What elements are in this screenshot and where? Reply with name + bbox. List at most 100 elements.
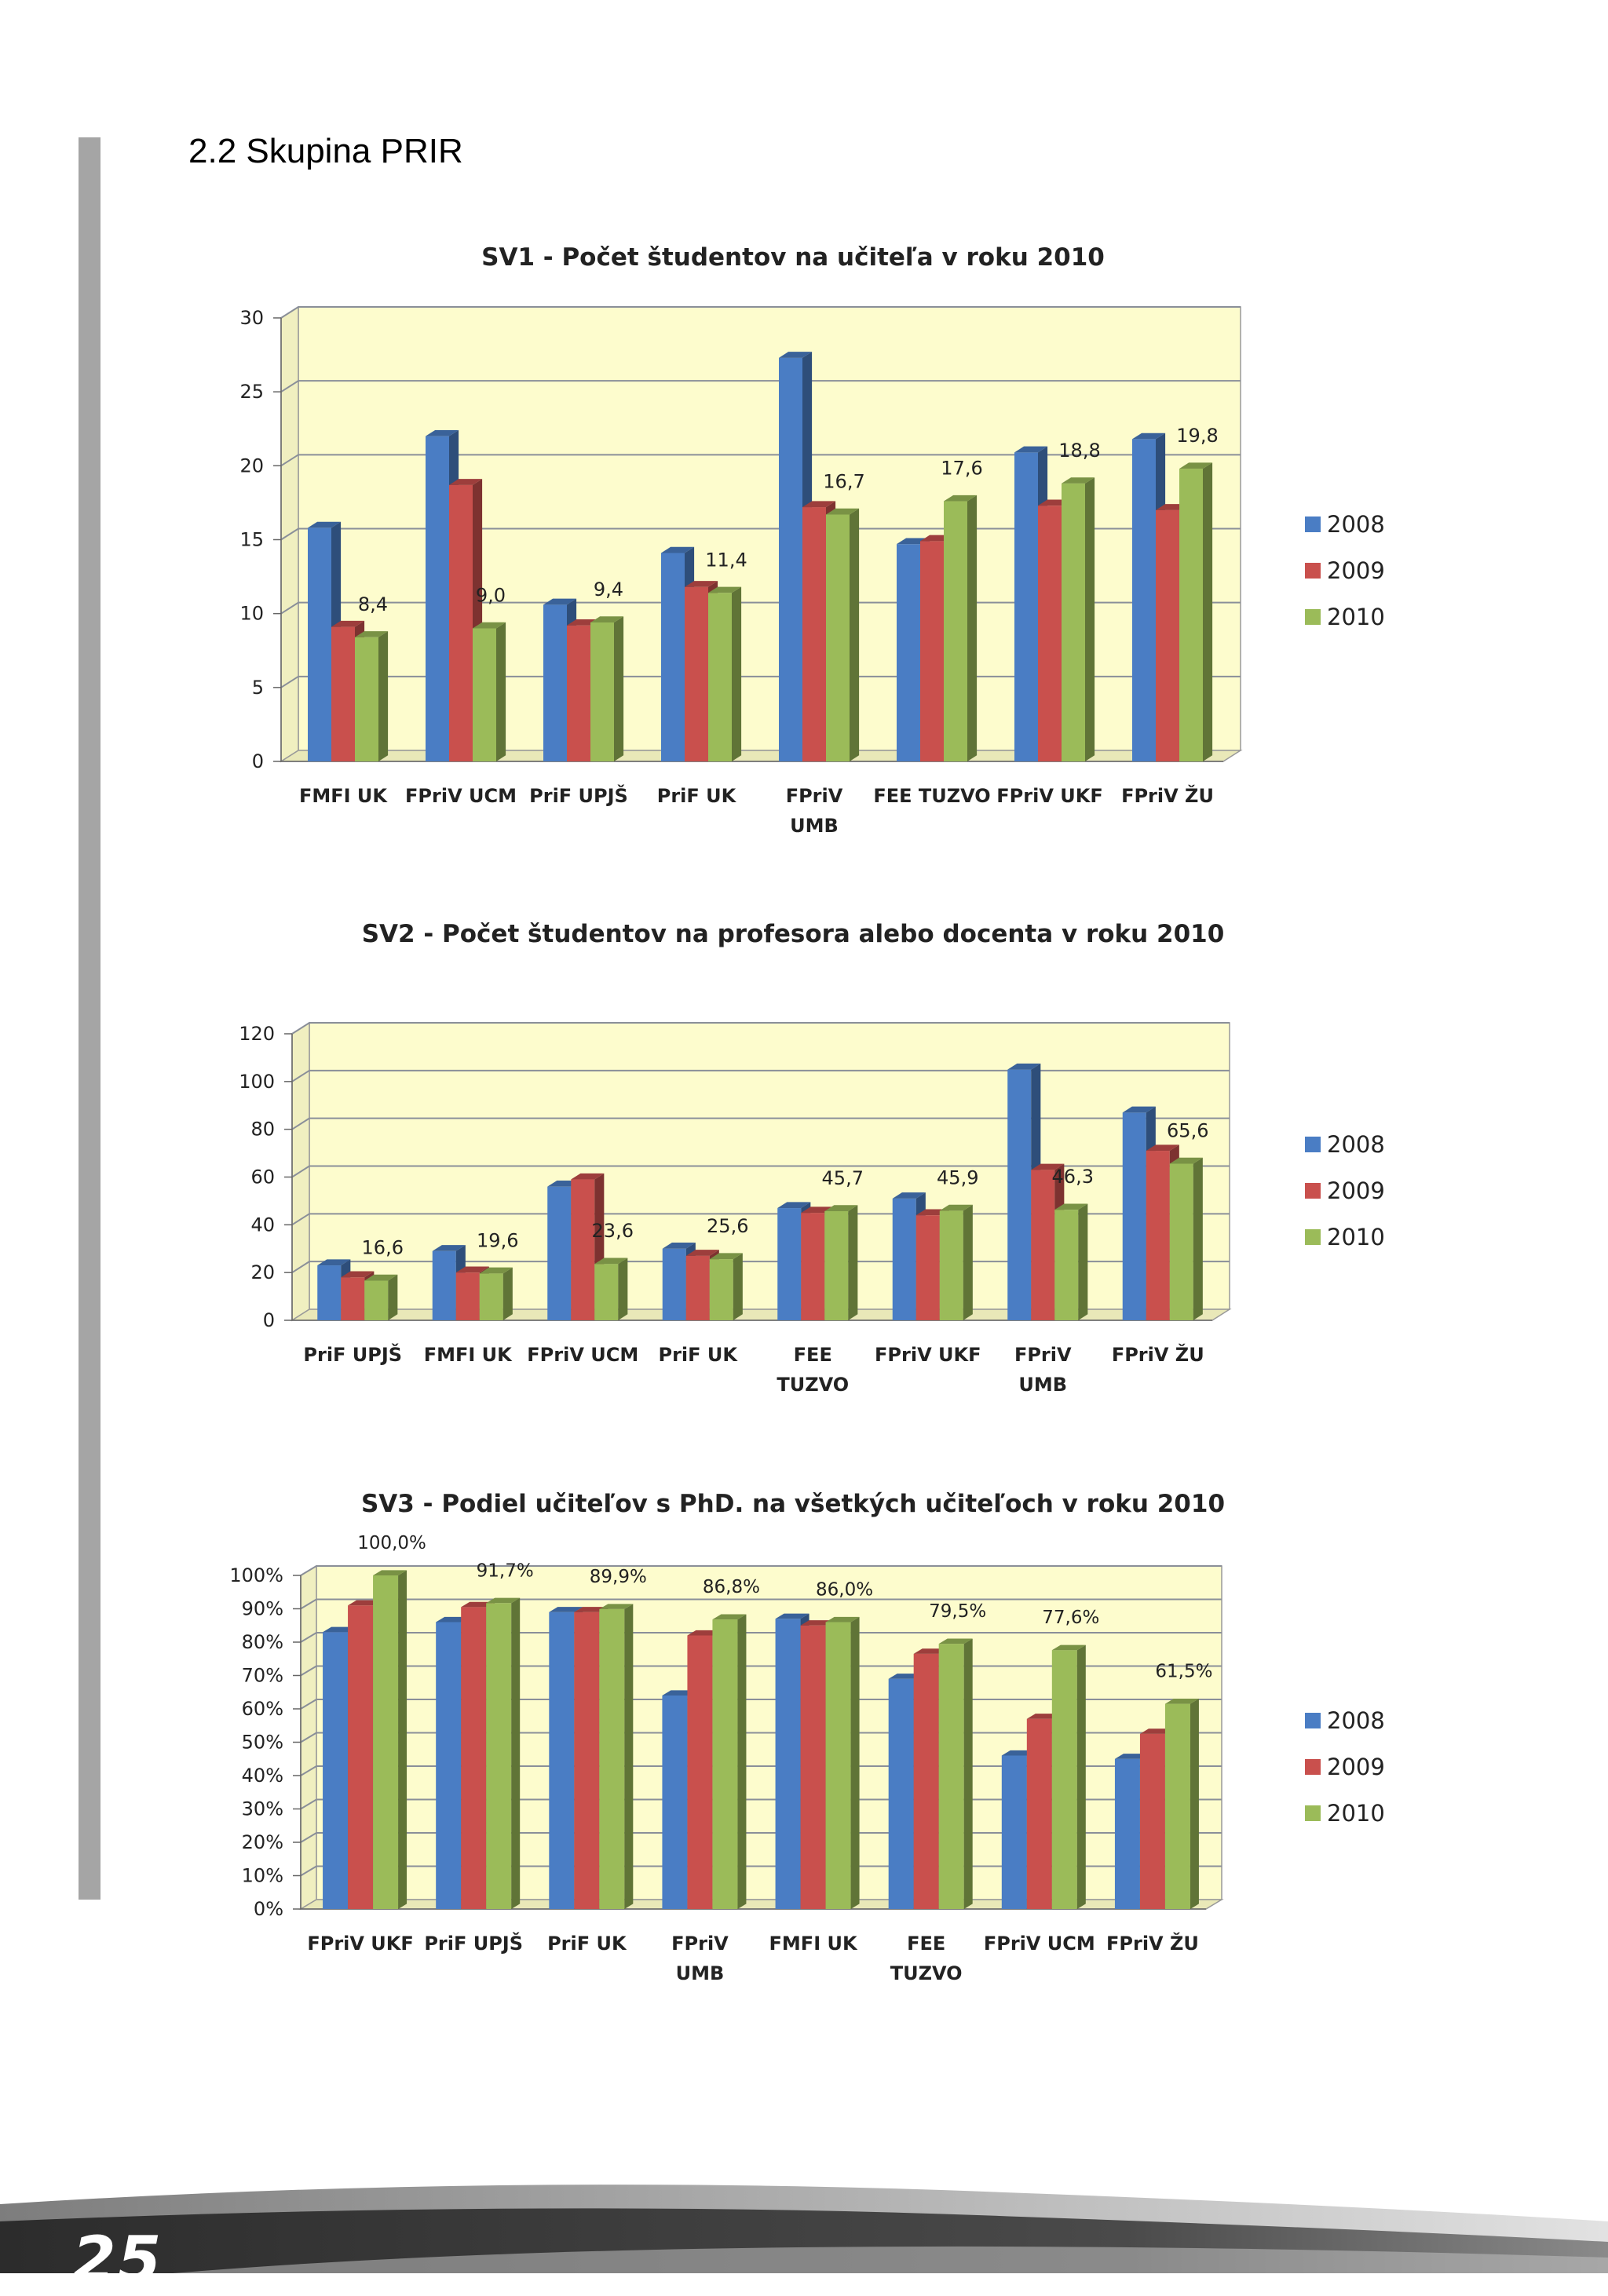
bar-front — [594, 1264, 619, 1320]
bar-top — [1132, 433, 1166, 440]
bar-front — [939, 1210, 963, 1320]
legend-label: 2008 — [1327, 511, 1385, 538]
legend-swatch — [1305, 517, 1321, 532]
bar-side — [1190, 1699, 1199, 1909]
bar-front — [1007, 1069, 1032, 1320]
bar-top — [341, 1271, 375, 1278]
bar-top — [599, 1604, 634, 1609]
bar-top — [590, 616, 624, 622]
x-tick-label: FPriV UCM — [405, 785, 517, 807]
bar-top — [709, 1253, 743, 1260]
bar-front — [549, 1612, 575, 1909]
chart-svg: SV2 - Počet študentov na profesora alebo… — [239, 920, 1385, 1396]
bar-top — [712, 1614, 747, 1620]
bar-2010 — [479, 1267, 513, 1320]
bar-top — [662, 1243, 696, 1249]
gridline — [300, 1598, 1222, 1610]
bar-side — [511, 1597, 521, 1909]
bar-front — [920, 541, 944, 761]
bar-top — [825, 1616, 860, 1623]
bar-2010 — [709, 1253, 743, 1320]
bar-top — [708, 586, 742, 593]
data-label: 17,6 — [941, 458, 982, 480]
data-label: 100,0% — [357, 1533, 426, 1553]
bar-top — [473, 622, 506, 629]
bar-top — [432, 1245, 466, 1251]
legend-swatch — [1305, 1759, 1321, 1775]
x-tick-label: TUZVO — [777, 1374, 849, 1396]
bar-2010 — [824, 1205, 858, 1320]
bar-front — [708, 593, 732, 761]
bar-top — [661, 546, 695, 553]
bar-front — [449, 484, 473, 761]
x-tick-label: PriF UPJŠ — [303, 1342, 402, 1366]
bar-front — [1031, 1170, 1055, 1320]
bar-top — [777, 1202, 811, 1209]
bar-front — [800, 1625, 826, 1909]
bar-top — [331, 620, 365, 627]
y-tick-label: 40 — [250, 1214, 275, 1236]
bar-front — [826, 514, 850, 761]
bar-front — [661, 553, 685, 761]
bar-front — [364, 1280, 389, 1320]
data-label: 11,4 — [705, 549, 747, 571]
x-tick-label: FPriV UKF — [307, 1933, 413, 1955]
x-tick-label: PriF UPJŠ — [529, 783, 628, 807]
x-tick-label: FMFI UK — [299, 785, 388, 807]
data-label: 86,0% — [816, 1580, 873, 1601]
chart-sv1: SV1 - Počet študentov na učiteľa v roku … — [0, 235, 1608, 848]
y-tick-label: 100% — [229, 1564, 283, 1586]
bar-top — [775, 1613, 809, 1619]
bar-2010 — [938, 1638, 973, 1909]
bar-front — [779, 357, 802, 762]
bar-front — [455, 1272, 480, 1320]
bar-top — [1062, 477, 1095, 484]
bar-front — [888, 1678, 914, 1909]
bar-top — [308, 521, 342, 528]
bar-top — [1164, 1699, 1199, 1704]
bar-side — [850, 1616, 860, 1909]
bar-side — [733, 1253, 743, 1320]
bar-2010 — [473, 622, 506, 761]
bar-top — [449, 479, 483, 485]
bar-2010 — [939, 1204, 973, 1320]
x-tick-label: PriF UK — [659, 1344, 739, 1366]
bar-2010 — [486, 1597, 521, 1909]
y-tick-label: 0 — [263, 1309, 275, 1331]
data-label: 91,7% — [477, 1560, 534, 1581]
x-tick-label: UMB — [1018, 1374, 1067, 1396]
bar-front — [590, 622, 614, 761]
legend-label: 2009 — [1327, 1177, 1385, 1204]
gridline — [300, 1632, 1222, 1643]
bar-front — [1122, 1112, 1146, 1320]
bar-side — [967, 495, 978, 761]
bar-front — [571, 1179, 595, 1320]
bar-2009 — [449, 479, 483, 761]
bar-top — [802, 501, 836, 508]
bar-front — [547, 1186, 572, 1320]
bar-front — [944, 501, 967, 761]
bar-front — [915, 1215, 940, 1320]
bar-front — [1156, 509, 1179, 761]
x-tick-label: PriF UK — [657, 785, 737, 807]
x-tick-label: FPriV UKF — [875, 1344, 981, 1366]
bar-top — [939, 1204, 973, 1211]
bar-front — [461, 1607, 487, 1909]
section-title: 2.2 Skupina PRIR — [188, 132, 463, 170]
data-label: 19,6 — [477, 1229, 518, 1251]
bar-side — [378, 631, 389, 761]
bar-2010 — [1054, 1203, 1088, 1320]
data-label: 23,6 — [592, 1220, 634, 1242]
legend-label: 2009 — [1327, 1754, 1385, 1780]
bar-2010 — [364, 1274, 398, 1320]
bar-front — [802, 507, 826, 761]
bar-side — [732, 586, 742, 761]
bar-front — [913, 1653, 939, 1909]
bar-side — [1076, 1644, 1086, 1909]
legend-label: 2008 — [1327, 1131, 1385, 1158]
bar-top — [1031, 1163, 1065, 1170]
bar-top — [479, 1267, 513, 1274]
bar-front — [662, 1248, 686, 1320]
data-label: 8,4 — [358, 593, 388, 615]
y-tick-label: 30 — [239, 307, 264, 329]
